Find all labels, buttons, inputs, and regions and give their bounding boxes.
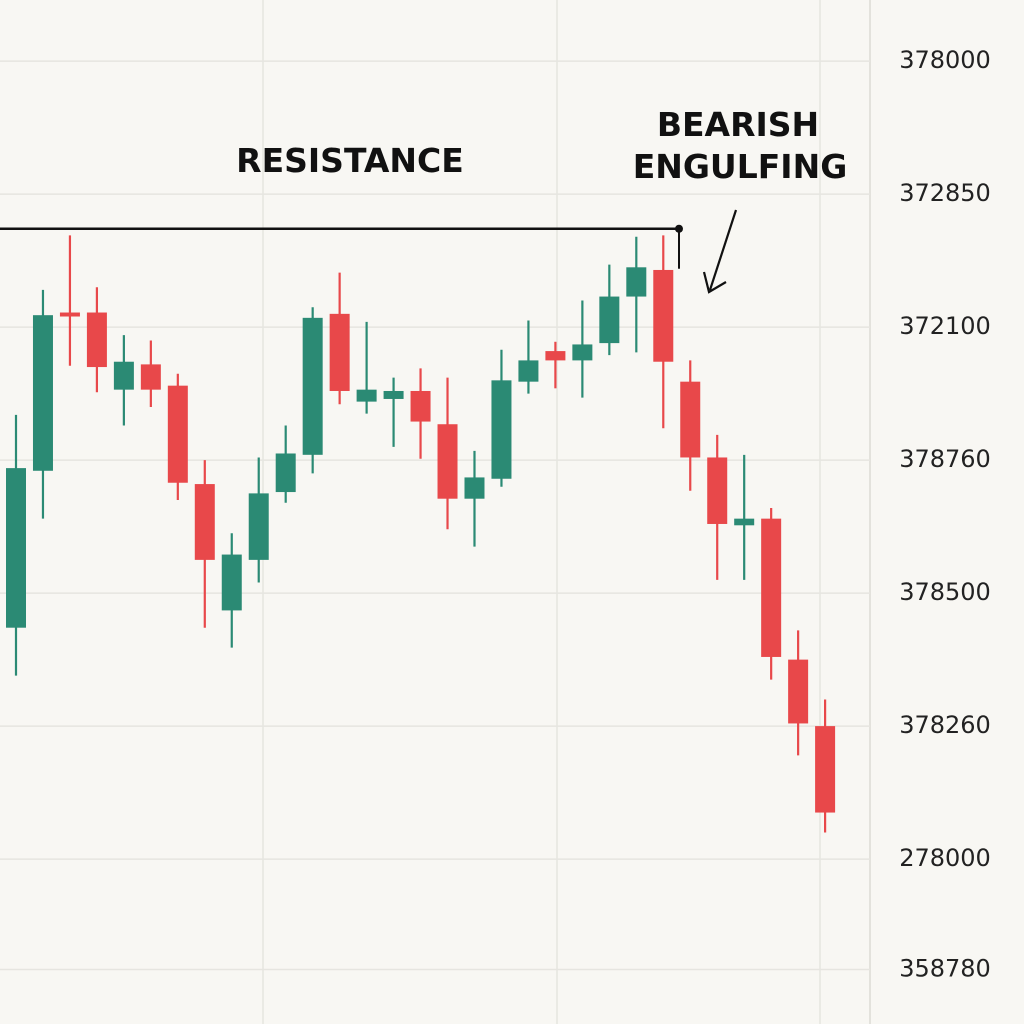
- y-tick-label: 378260: [899, 711, 991, 739]
- candle-body: [572, 344, 593, 361]
- candle-body: [194, 484, 215, 560]
- candle-body: [86, 312, 107, 368]
- candle-body: [113, 361, 134, 390]
- candle-body: [464, 477, 485, 499]
- candle-body: [167, 385, 188, 483]
- candle-body: [815, 726, 836, 813]
- y-tick-label: 278000: [899, 844, 991, 872]
- annotation-line: ENGULFING: [633, 147, 848, 186]
- y-tick-label: 372100: [899, 312, 991, 340]
- candle-body: [626, 267, 647, 297]
- candle-body: [383, 390, 404, 399]
- y-tick-label: 372850: [899, 179, 991, 207]
- annotation-line: BEARISH: [657, 105, 819, 144]
- y-tick-label: 378500: [899, 578, 991, 606]
- candle-body: [59, 312, 80, 317]
- candle-body: [140, 364, 161, 390]
- candle-body: [437, 424, 458, 499]
- candle-body: [410, 390, 431, 422]
- arrow-head: [702, 271, 727, 294]
- candle-body: [518, 360, 539, 382]
- candle-body: [734, 518, 755, 526]
- y-tick-label: 378000: [899, 46, 991, 74]
- candle-body: [329, 313, 350, 391]
- candle-body: [761, 518, 782, 657]
- candle-body: [707, 457, 728, 524]
- candle-body: [491, 380, 512, 479]
- annotation-arrow: [702, 209, 738, 294]
- y-tick-label: 378760: [899, 445, 991, 473]
- candle-body: [32, 315, 53, 471]
- y-tick-label: 358780: [899, 954, 991, 982]
- candle-body: [221, 554, 242, 611]
- candle-body: [275, 453, 296, 493]
- candle-body: [680, 381, 701, 458]
- candle-body: [248, 493, 269, 560]
- candle-body: [6, 468, 26, 628]
- candle-body: [545, 351, 566, 361]
- candle-body: [356, 389, 377, 402]
- arrow-shaft: [708, 209, 738, 291]
- candle-body: [599, 296, 620, 344]
- candle-body: [302, 317, 323, 455]
- resistance-label: RESISTANCE: [236, 141, 464, 180]
- candle-body: [653, 269, 674, 362]
- candle-body: [788, 659, 809, 724]
